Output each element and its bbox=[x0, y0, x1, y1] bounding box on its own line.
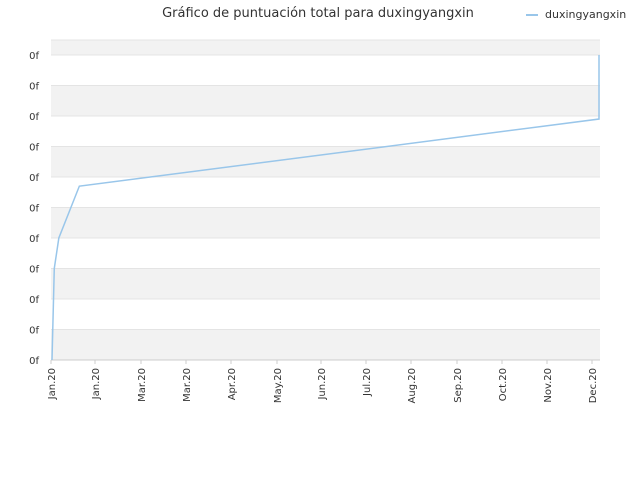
plot-band bbox=[51, 85, 600, 116]
x-tick-label: Dec.20 bbox=[588, 368, 599, 403]
y-tick-label: 0f bbox=[29, 82, 39, 93]
legend-label: duxingyangxin bbox=[545, 8, 626, 21]
y-tick-label: 0f bbox=[29, 234, 39, 245]
x-tick-label: Nov.20 bbox=[543, 368, 554, 403]
x-tick-label: Mar.20 bbox=[137, 368, 148, 402]
plot-band bbox=[51, 207, 600, 238]
x-tick-label: Jan.20 bbox=[47, 368, 58, 400]
plot-bands bbox=[51, 40, 600, 360]
x-tick-label: Sep.20 bbox=[453, 368, 464, 403]
plot-band bbox=[51, 146, 600, 177]
x-tick-label: Mar.20 bbox=[182, 368, 193, 402]
plot-band bbox=[51, 268, 600, 299]
x-tick-label: Oct.20 bbox=[498, 368, 509, 401]
y-tick-labels: 0f 0f 0f 0f 0f 0f 0f 0f 0f 0f 0f bbox=[29, 51, 39, 367]
x-tick-label: Apr.20 bbox=[227, 368, 238, 400]
x-tick-label: Jul.20 bbox=[362, 368, 373, 397]
x-tick-label: Jun.20 bbox=[317, 368, 328, 401]
y-tick-label: 0f bbox=[29, 356, 39, 367]
plot-band bbox=[51, 40, 600, 55]
y-tick-label: 0f bbox=[29, 112, 39, 123]
legend: duxingyangxin bbox=[526, 8, 626, 21]
x-tick-label: Aug.20 bbox=[407, 368, 418, 403]
x-tick-labels: Jan.20 Jan.20 Mar.20 Mar.20 Apr.20 May.20 Jun.… bbox=[47, 360, 599, 403]
y-tick-label: 0f bbox=[29, 204, 39, 215]
chart-title: Gráfico de puntuación total para duxingy… bbox=[162, 6, 474, 21]
plot-band bbox=[51, 329, 600, 360]
x-tick-label: Jan.20 bbox=[91, 368, 102, 400]
y-tick-label: 0f bbox=[29, 51, 39, 62]
x-tick-label: May.20 bbox=[273, 368, 284, 403]
y-tick-label: 0f bbox=[29, 326, 39, 337]
y-tick-label: 0f bbox=[29, 173, 39, 184]
series-line bbox=[51, 55, 600, 361]
y-tick-label: 0f bbox=[29, 295, 39, 306]
y-tick-label: 0f bbox=[29, 143, 39, 154]
y-tick-label: 0f bbox=[29, 265, 39, 276]
series-layer bbox=[51, 55, 600, 361]
